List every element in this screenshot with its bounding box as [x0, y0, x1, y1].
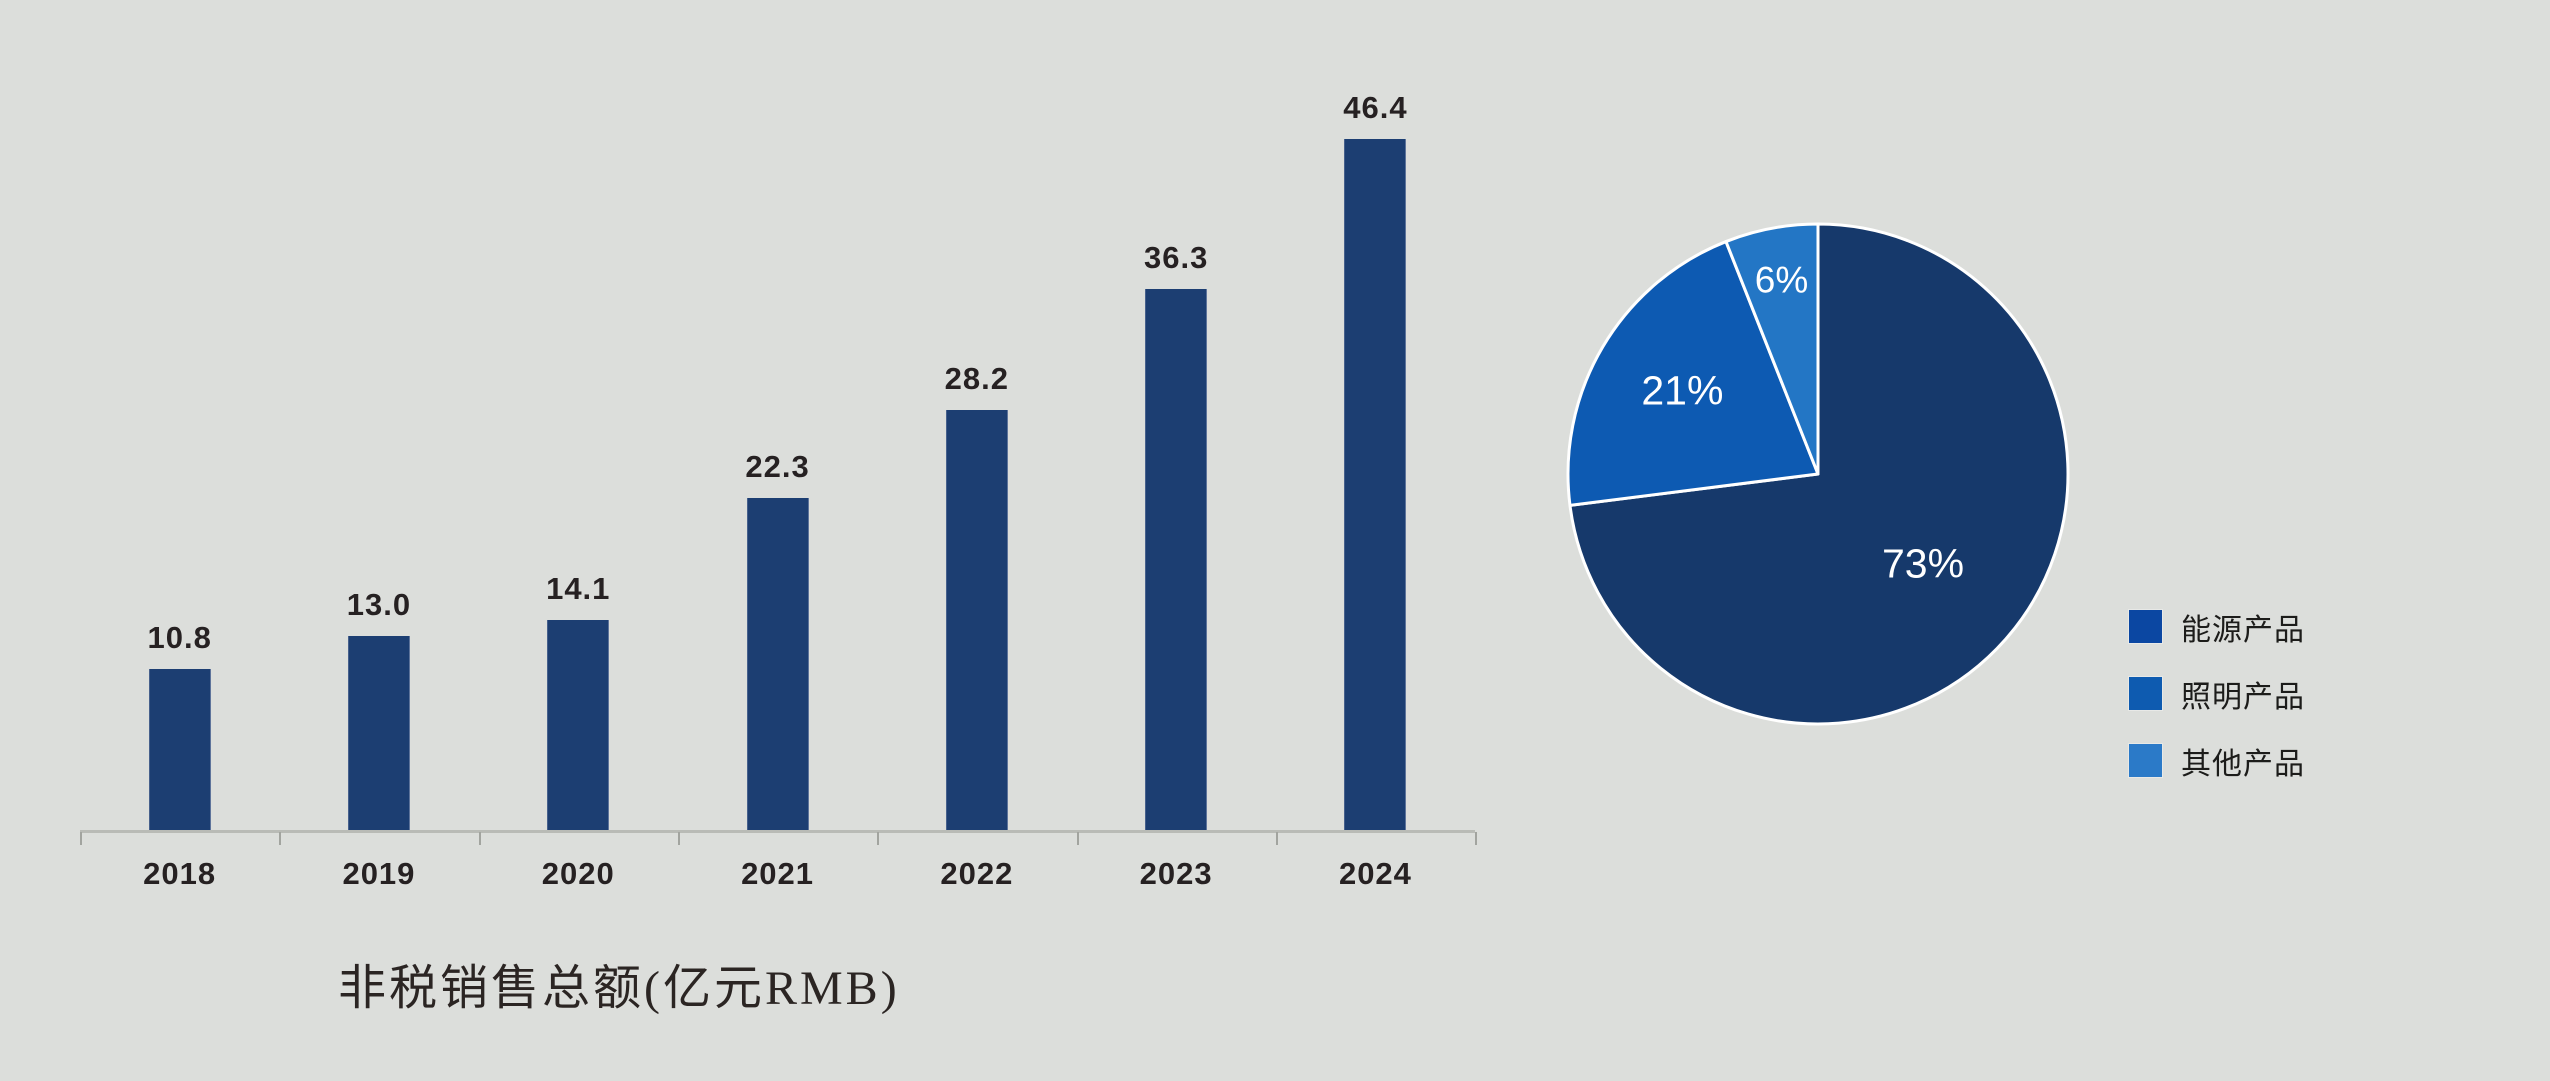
x-axis-label: 2023 — [1139, 856, 1213, 891]
x-axis-label: 2021 — [741, 856, 815, 891]
bar-2020 — [547, 620, 610, 830]
pie-slice-label-lighting-products: 21% — [1641, 368, 1723, 414]
bar-2023 — [1145, 289, 1208, 830]
x-axis-label: 2018 — [143, 856, 217, 891]
x-axis-label: 2024 — [1338, 856, 1412, 891]
axis-tick — [478, 832, 481, 845]
legend-swatch — [2128, 609, 2163, 644]
axis-tick — [677, 832, 680, 845]
bar-chart-title: 非税销售总额(亿元RMB) — [338, 962, 900, 1015]
legend-item: 照明产品 — [2128, 676, 2305, 714]
pie-legend: 能源产品照明产品其他产品 — [2128, 609, 2305, 811]
legend-item: 能源产品 — [2128, 609, 2305, 647]
bar-2024 — [1344, 139, 1407, 830]
x-axis-label: 2022 — [940, 856, 1014, 891]
legend-swatch — [2128, 676, 2163, 711]
bar-value-label: 36.3 — [1143, 240, 1209, 275]
legend-label: 照明产品 — [2181, 680, 2305, 714]
bar-2022 — [945, 410, 1008, 830]
axis-tick — [1475, 832, 1478, 845]
bar-2021 — [746, 498, 809, 830]
legend-swatch — [2128, 743, 2163, 778]
pie-slice-lighting-products — [1566, 240, 1820, 507]
bar-value-label: 22.3 — [745, 449, 810, 484]
bar-2018 — [148, 669, 211, 830]
x-axis-label: 2020 — [541, 856, 615, 891]
axis-tick — [877, 832, 880, 845]
pie-chart: 73% 21% 6% — [1562, 218, 2074, 730]
bar-2019 — [347, 636, 410, 830]
pie-svg: 73% 21% 6% — [1566, 222, 2070, 726]
bar-chart: 10.8 13.0 14.1 22.3 28.2 36.3 46.4 2018 2019 202… — [80, 90, 1478, 1015]
axis-tick — [279, 832, 282, 845]
axis-tick — [80, 832, 82, 845]
legend-label: 其他产品 — [2181, 747, 2305, 781]
legend-item: 其他产品 — [2128, 743, 2305, 781]
bar-value-label: 14.1 — [546, 571, 611, 606]
bar-value-label: 46.4 — [1343, 90, 1408, 125]
pie-slice-label-other-products: 6% — [1755, 259, 1808, 300]
bar-value-label: 10.8 — [147, 620, 212, 655]
x-axis-label: 2019 — [342, 856, 416, 891]
pie-slice-label-energy-products: 73% — [1882, 540, 1964, 586]
axis-tick — [1275, 832, 1278, 845]
axis-tick — [1076, 832, 1079, 845]
bar-value-label: 28.2 — [944, 361, 1010, 396]
legend-label: 能源产品 — [2181, 613, 2305, 647]
pie-slice-other-products — [1724, 222, 1820, 476]
bar-value-label: 13.0 — [346, 587, 412, 622]
x-axis-line — [80, 830, 1476, 833]
